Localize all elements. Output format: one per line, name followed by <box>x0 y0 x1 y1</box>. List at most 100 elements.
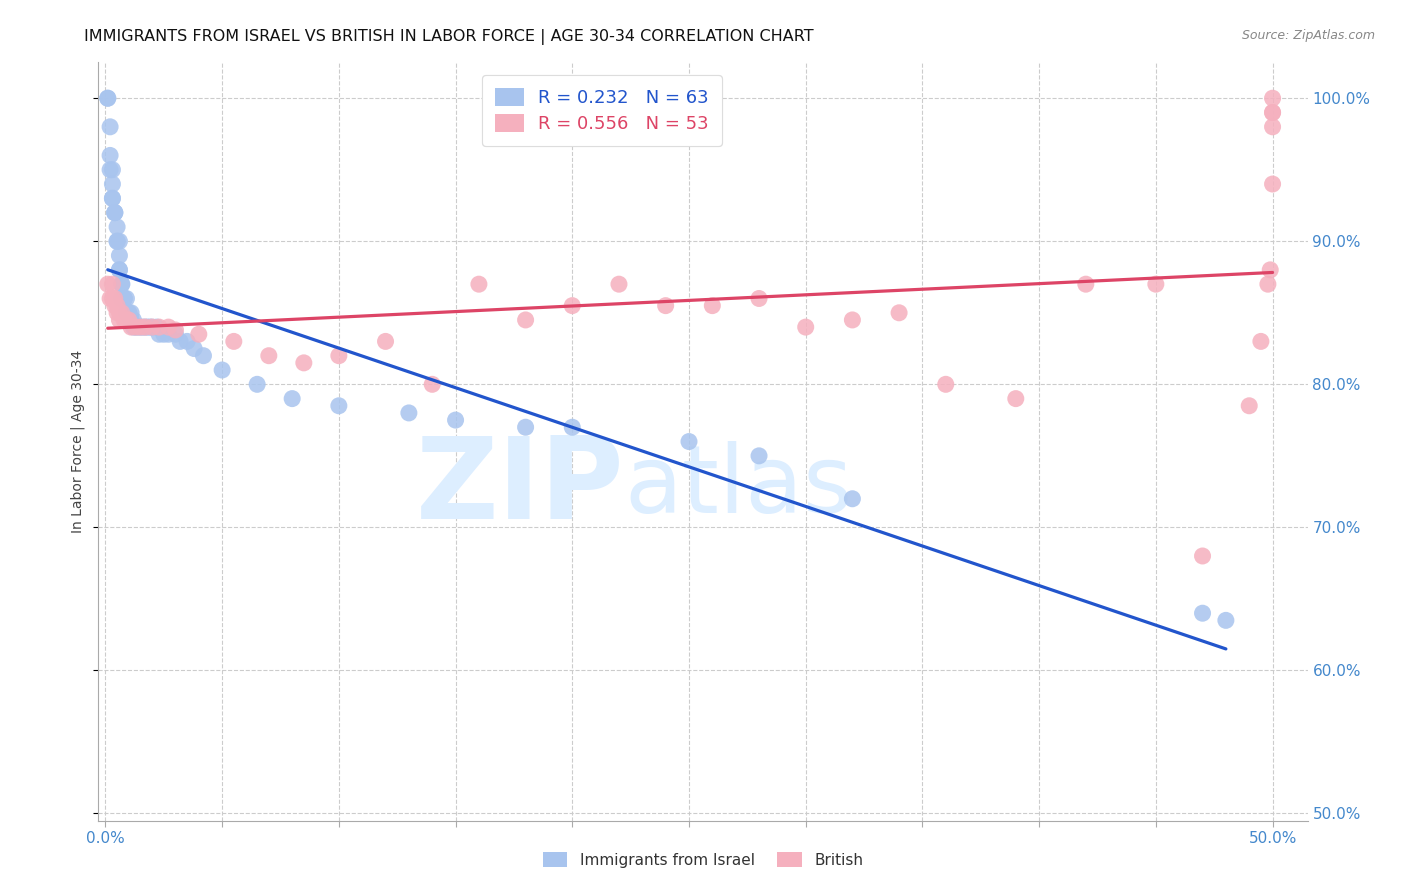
Point <box>1191 549 1213 563</box>
Point <box>1215 613 1237 627</box>
Point <box>1250 334 1272 349</box>
Text: IMMIGRANTS FROM ISRAEL VS BRITISH IN LABOR FORCE | AGE 30-34 CORRELATION CHART: IMMIGRANTS FROM ISRAEL VS BRITISH IN LAB… <box>84 29 814 45</box>
Point <box>141 320 163 334</box>
Point <box>115 306 138 320</box>
Point <box>120 320 142 334</box>
Point <box>108 313 131 327</box>
Point <box>1261 120 1284 134</box>
Point <box>98 162 121 177</box>
Point <box>101 177 124 191</box>
Point <box>328 399 350 413</box>
Point <box>1004 392 1026 406</box>
Point <box>292 356 315 370</box>
Point <box>183 342 205 356</box>
Point <box>105 219 128 234</box>
Point <box>281 392 304 406</box>
Point <box>193 349 215 363</box>
Point <box>165 323 187 337</box>
Point <box>112 292 135 306</box>
Point <box>654 299 676 313</box>
Point <box>104 205 127 219</box>
Point <box>118 306 141 320</box>
Text: Source: ZipAtlas.com: Source: ZipAtlas.com <box>1241 29 1375 42</box>
Point <box>444 413 467 427</box>
Point <box>111 277 134 292</box>
Point <box>115 313 138 327</box>
Point <box>1144 277 1167 292</box>
Point <box>122 313 145 327</box>
Point <box>1261 177 1284 191</box>
Point <box>101 277 124 292</box>
Point <box>97 91 120 105</box>
Point <box>118 313 141 327</box>
Point <box>111 292 134 306</box>
Point <box>748 292 770 306</box>
Point <box>104 205 127 219</box>
Point <box>152 327 174 342</box>
Point <box>515 313 537 327</box>
Point <box>841 491 863 506</box>
Point <box>105 234 128 248</box>
Point <box>935 377 957 392</box>
Legend: Immigrants from Israel, British: Immigrants from Israel, British <box>537 846 869 873</box>
Point <box>108 263 131 277</box>
Point <box>1261 91 1284 105</box>
Point <box>1191 606 1213 620</box>
Point <box>120 313 142 327</box>
Point <box>122 320 145 334</box>
Point <box>108 234 131 248</box>
Point <box>115 292 138 306</box>
Point <box>104 299 127 313</box>
Point <box>108 249 131 263</box>
Point <box>111 277 134 292</box>
Point <box>134 320 156 334</box>
Y-axis label: In Labor Force | Age 30-34: In Labor Force | Age 30-34 <box>70 350 86 533</box>
Point <box>678 434 700 449</box>
Point <box>420 377 443 392</box>
Legend: R = 0.232   N = 63, R = 0.556   N = 53: R = 0.232 N = 63, R = 0.556 N = 53 <box>482 75 721 145</box>
Point <box>169 334 191 349</box>
Point <box>257 349 280 363</box>
Point <box>187 327 209 342</box>
Point <box>132 320 155 334</box>
Point <box>398 406 420 420</box>
Point <box>165 327 187 342</box>
Point <box>1261 105 1284 120</box>
Point <box>157 320 180 334</box>
Point <box>125 320 148 334</box>
Point <box>1074 277 1097 292</box>
Point <box>97 91 120 105</box>
Point <box>887 306 910 320</box>
Point <box>211 363 233 377</box>
Point <box>127 320 149 334</box>
Point <box>105 234 128 248</box>
Point <box>104 292 127 306</box>
Point <box>176 334 198 349</box>
Point <box>112 313 135 327</box>
Point <box>1258 263 1281 277</box>
Point <box>101 162 124 177</box>
Point <box>120 306 142 320</box>
Point <box>129 320 152 334</box>
Point <box>246 377 269 392</box>
Point <box>108 306 131 320</box>
Point <box>561 299 583 313</box>
Point <box>101 191 124 205</box>
Point <box>157 327 180 342</box>
Point <box>141 320 163 334</box>
Point <box>98 292 121 306</box>
Point <box>101 191 124 205</box>
Point <box>98 148 121 162</box>
Point <box>97 277 120 292</box>
Point <box>129 320 152 334</box>
Point <box>134 320 156 334</box>
Point <box>1261 105 1284 120</box>
Point <box>112 292 135 306</box>
Point <box>105 306 128 320</box>
Point <box>104 205 127 219</box>
Point <box>111 306 134 320</box>
Point <box>105 299 128 313</box>
Point <box>148 327 170 342</box>
Point <box>468 277 491 292</box>
Point <box>222 334 245 349</box>
